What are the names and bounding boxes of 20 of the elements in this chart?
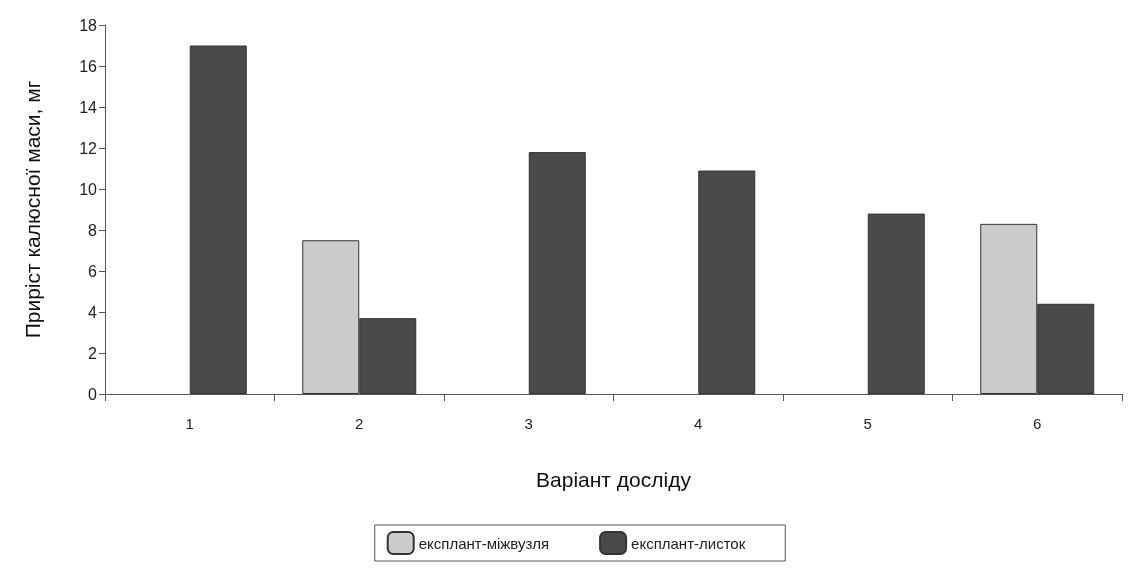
y-tick-label: 4 <box>88 303 98 321</box>
x-tick-label: 3 <box>524 415 533 432</box>
x-tick-label: 2 <box>355 415 364 432</box>
x-axis-title: Варіант досліду <box>536 468 692 491</box>
y-tick-label: 6 <box>88 262 98 280</box>
y-tick-label: 0 <box>88 385 98 403</box>
x-tick-label: 1 <box>185 415 194 432</box>
y-tick-label: 14 <box>79 98 98 116</box>
legend-label: експлант-листок <box>631 534 746 552</box>
y-tick-label: 12 <box>79 139 98 157</box>
x-tick-label: 4 <box>694 415 703 432</box>
y-tick-label: 8 <box>88 221 98 239</box>
y-tick-label: 2 <box>88 344 98 362</box>
y-tick-label: 18 <box>79 16 98 34</box>
x-tick-label: 6 <box>1033 415 1042 432</box>
y-axis-title: Приріст калюсної маси, мг <box>21 80 44 339</box>
y-tick-label: 16 <box>79 57 98 75</box>
y-tick-label: 10 <box>79 180 98 198</box>
legend-label: експлант-міжвузля <box>418 534 550 552</box>
x-tick-label: 5 <box>863 415 872 432</box>
